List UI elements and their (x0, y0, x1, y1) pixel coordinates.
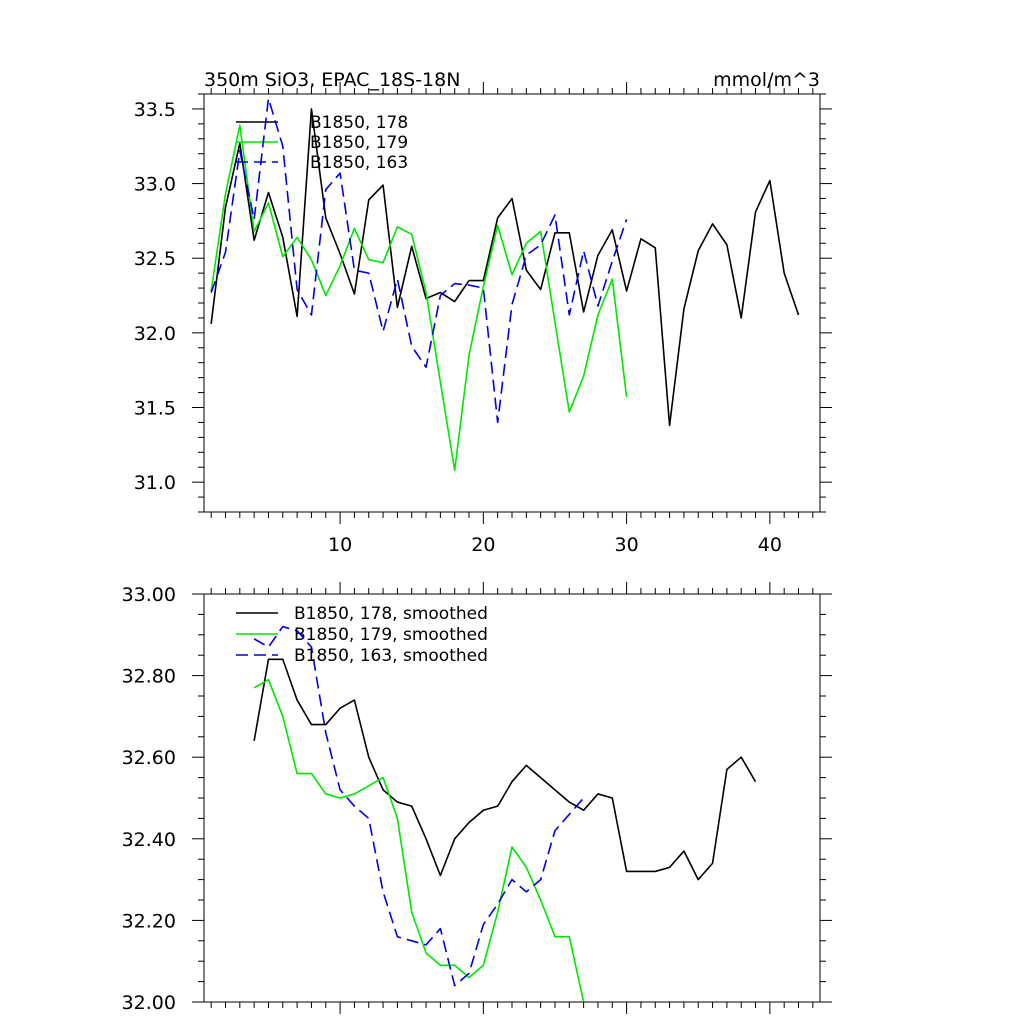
series-line-163 (253, 625, 585, 987)
y-tick-label: 33.5 (134, 99, 176, 121)
y-tick-label: 31.0 (134, 472, 176, 494)
top-panel-chart: 10 20 30 40 31.0 31.5 32.0 32.5 33.0 33.5 B1850, 1… (134, 82, 832, 556)
y-tick-label: 32.0 (134, 323, 176, 345)
bottom-panel-smoothed-chart: 32.00 32.20 32.40 32.60 32.80 33.00 B1850, 178… (122, 582, 832, 1014)
legend-label: B1850, 179 (310, 133, 408, 153)
x-tick-label: 30 (615, 534, 639, 556)
series-line-163 (210, 97, 628, 424)
y-tick-label: 32.40 (122, 829, 176, 851)
y-tick-label: 32.5 (134, 248, 176, 270)
y-tick-label: 32.00 (122, 992, 176, 1014)
legend-label: B1850, 179, smoothed (294, 625, 488, 645)
legend-label: B1850, 178, smoothed (294, 604, 488, 624)
legend-label: B1850, 178 (310, 113, 408, 133)
series-line-179 (253, 678, 585, 1002)
series-line-179 (210, 124, 628, 472)
series-line-178 (210, 108, 800, 427)
x-tick-label: 20 (471, 534, 495, 556)
chart-title: 350m SiO3, EPAC_18S-18N (204, 69, 460, 91)
y-tick-label: 33.00 (122, 584, 176, 606)
y-tick-label: 32.80 (122, 666, 176, 688)
y-tick-label: 33.0 (134, 174, 176, 196)
legend-label: B1850, 163, smoothed (294, 646, 488, 666)
legend-label: B1850, 163 (310, 153, 408, 173)
y-tick-label: 31.5 (134, 398, 176, 420)
y-tick-label: 32.60 (122, 747, 176, 769)
x-tick-label: 10 (328, 534, 352, 556)
y-tick-label: 32.20 (122, 910, 176, 932)
x-tick-label: 40 (758, 534, 782, 556)
series-line-178 (253, 658, 757, 881)
units-label: mmol/m^3 (713, 69, 820, 91)
